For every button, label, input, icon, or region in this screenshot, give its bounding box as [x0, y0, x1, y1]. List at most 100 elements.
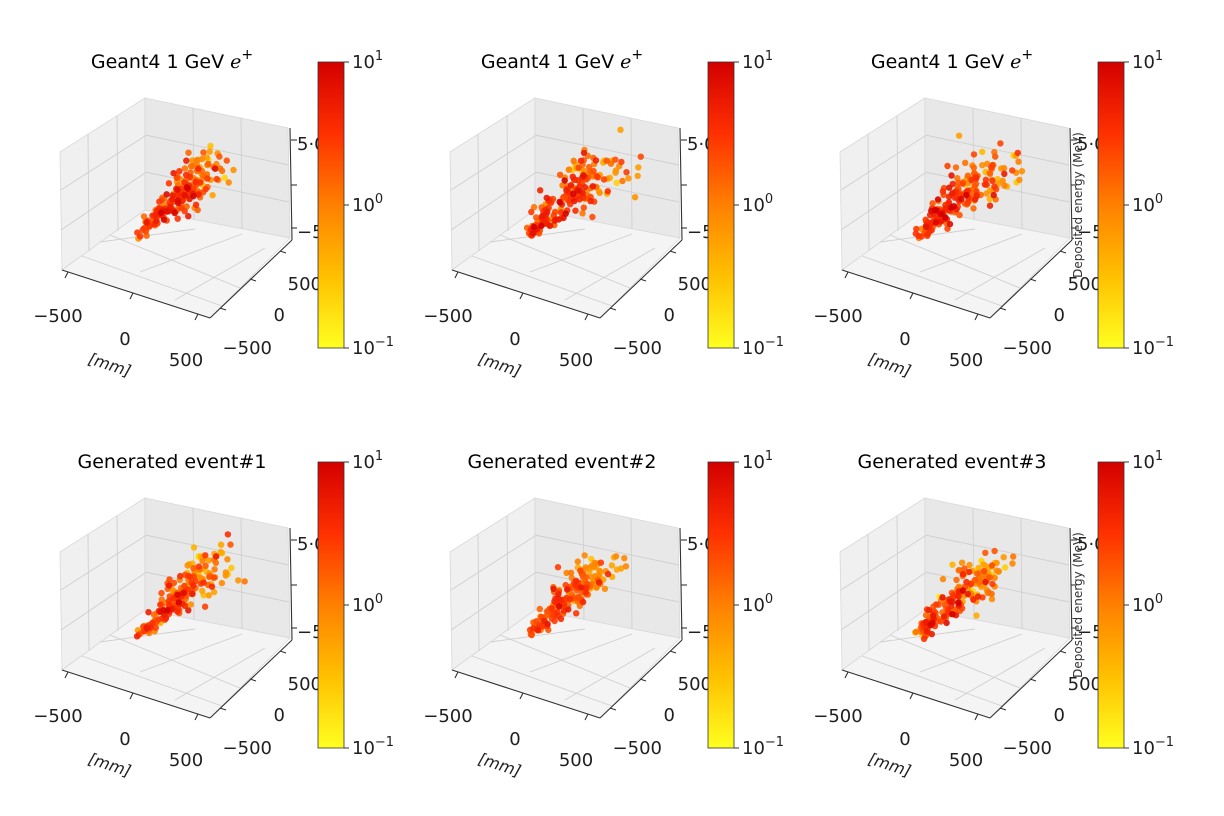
- scatter-point: [588, 573, 595, 581]
- scatter-point: [934, 196, 942, 203]
- scatter-point: [578, 584, 585, 591]
- x-tick-label: 0: [509, 329, 520, 350]
- scatter-point: [971, 576, 979, 584]
- scatter-point: [210, 574, 217, 581]
- scatter-point: [991, 547, 998, 555]
- scatter-point: [230, 166, 237, 174]
- x-tick-label: 500: [559, 350, 593, 371]
- y-tick-label: 0: [1054, 705, 1065, 726]
- x-tick-label: 500: [949, 350, 983, 371]
- scatter-point: [1010, 553, 1017, 560]
- scatter-point: [189, 162, 196, 170]
- scatter-point: [190, 544, 198, 551]
- scatter-point: [579, 210, 586, 217]
- scatter-point: [544, 208, 551, 216]
- colorbar: 101 100 10−1: [317, 449, 394, 759]
- scatter-point: [986, 202, 994, 209]
- scatter-point: [604, 570, 612, 578]
- scatter-point: [133, 633, 141, 640]
- scatter-point: [198, 155, 206, 163]
- scatter-point: [579, 598, 587, 606]
- scatter-point: [592, 157, 600, 164]
- scatter-point: [564, 586, 571, 593]
- scatter-point: [590, 167, 597, 175]
- colorbar-label: Deposited energy (MeV): [1071, 132, 1085, 278]
- scatter-point: [982, 578, 989, 586]
- scatter-point: [980, 567, 988, 575]
- scatter-point: [199, 587, 206, 594]
- scatter-point: [195, 563, 202, 570]
- scatter-point: [569, 190, 577, 198]
- scatter-point: [966, 561, 973, 569]
- scatter-point: [941, 601, 949, 609]
- scatter-point: [533, 214, 540, 221]
- scatter-point: [631, 194, 639, 201]
- axis-lines: [61, 527, 297, 721]
- scatter-point: [145, 609, 152, 616]
- scatter-point: [530, 223, 538, 230]
- scatter-point: [589, 183, 597, 190]
- scatter-point: [946, 184, 953, 191]
- scatter-point: [575, 164, 582, 171]
- scatter-point: [550, 585, 557, 593]
- scatter-point: [212, 165, 219, 172]
- scatter-point: [163, 191, 170, 198]
- scatter-point: [933, 601, 940, 608]
- scatter-point: [565, 166, 572, 173]
- scatter-points: [133, 531, 248, 640]
- y-tick-label: 500: [678, 274, 712, 295]
- scatter-point: [928, 630, 935, 638]
- scatter-point: [601, 585, 609, 592]
- y-tick-label: 0: [274, 305, 285, 326]
- scatter-point: [572, 207, 579, 214]
- scatter-point: [224, 556, 231, 563]
- y-tick-label: −500: [1003, 738, 1052, 759]
- scatter-point: [970, 205, 977, 212]
- scatter-point: [577, 157, 585, 164]
- scatter-point: [222, 569, 230, 576]
- colorbar-tick-label: 100: [352, 192, 383, 216]
- scatter-point: [202, 186, 209, 193]
- axis-lines: [841, 127, 1077, 321]
- panel-title: Generated event#1: [78, 451, 267, 473]
- scatter-point: [970, 164, 977, 171]
- scatter-point: [163, 208, 170, 215]
- scatter-point: [580, 204, 587, 211]
- scatter-point: [982, 549, 989, 556]
- scatter-point: [572, 577, 580, 584]
- scatter-point: [612, 167, 620, 174]
- scatter-point: [983, 190, 990, 197]
- grid-lines: [60, 107, 290, 307]
- scatter-point: [583, 584, 590, 591]
- scatter-point: [530, 230, 537, 237]
- colorbar-tick-label: 100: [1132, 592, 1163, 616]
- scatter-point: [989, 177, 996, 184]
- scatter-point: [204, 175, 211, 182]
- scatter-point: [619, 177, 626, 185]
- colorbar-gradient: [1097, 61, 1125, 349]
- scatter-point: [986, 574, 993, 581]
- scatter-point: [537, 187, 544, 194]
- scatter-point: [962, 159, 969, 166]
- scatter-point: [573, 610, 580, 617]
- scatter-point: [216, 153, 223, 160]
- scatter-point: [560, 601, 568, 608]
- scatter-point: [158, 589, 165, 597]
- scatter-point: [937, 618, 945, 625]
- scatter-point: [165, 582, 173, 589]
- scatter-point: [225, 179, 232, 186]
- scatter-point: [574, 187, 581, 194]
- scatter-point: [582, 589, 590, 596]
- scatter-point: [922, 612, 930, 619]
- scatter-point: [1016, 176, 1023, 184]
- y-tick-label: 0: [664, 705, 675, 726]
- y-tick-label: −500: [1003, 338, 1052, 359]
- scatter-point: [195, 191, 202, 198]
- scatter-point: [143, 219, 150, 226]
- scatter-point: [612, 553, 620, 560]
- scatter-point: [986, 195, 993, 203]
- scatter-point: [591, 559, 598, 567]
- scatter-point: [1009, 167, 1016, 174]
- colorbar-gradient: [317, 61, 345, 349]
- scatter-point: [137, 233, 144, 240]
